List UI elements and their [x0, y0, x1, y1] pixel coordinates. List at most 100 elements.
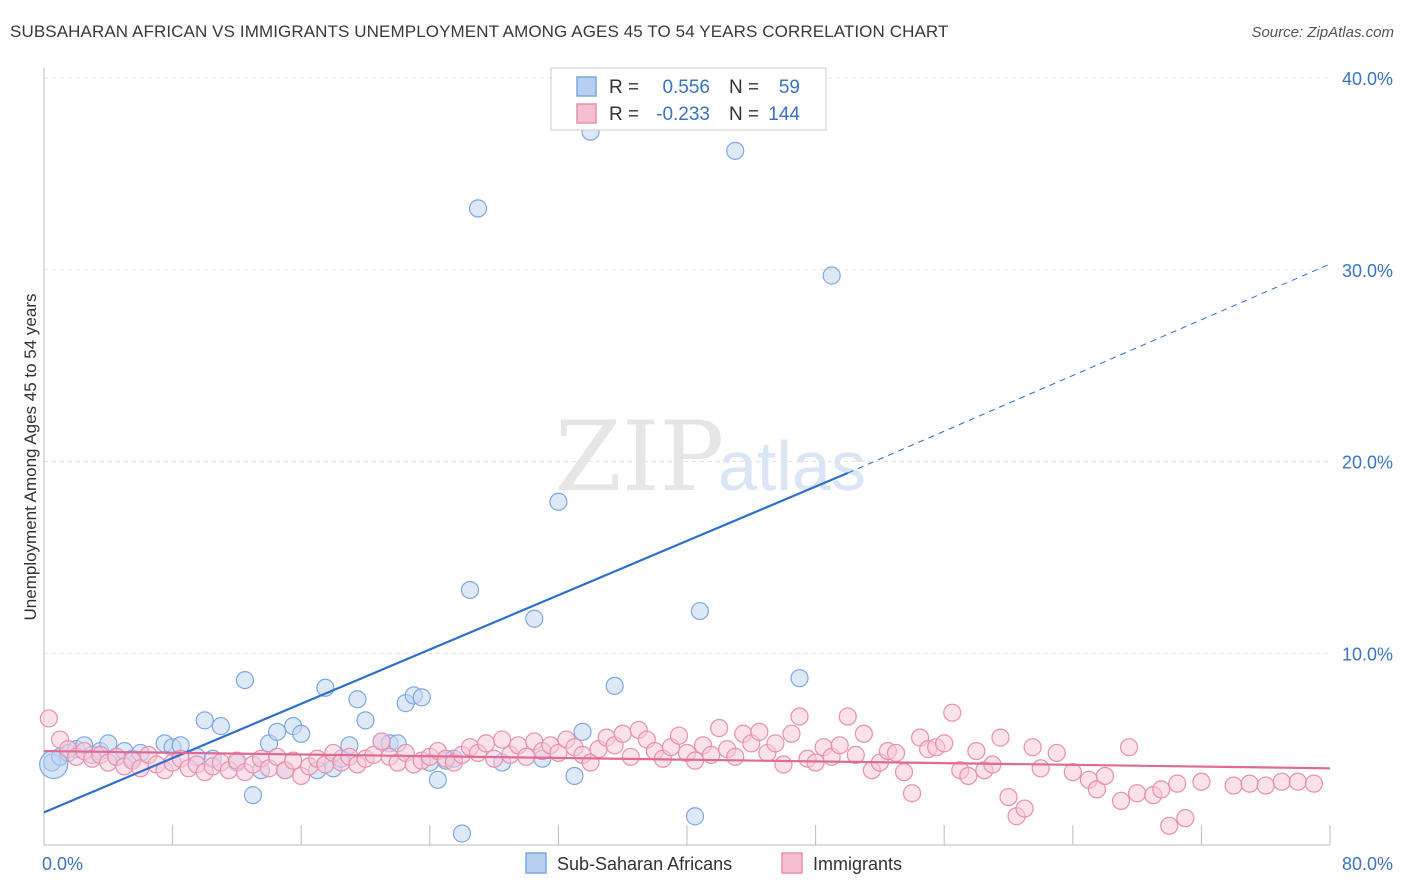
- point-immigrants: [838, 707, 857, 726]
- point-immigrants: [621, 747, 640, 766]
- point-sub-saharan: [468, 199, 488, 218]
- point-sub-saharan: [356, 711, 375, 730]
- point-immigrants: [1047, 743, 1066, 763]
- point-immigrants: [902, 784, 922, 803]
- point-immigrants: [1304, 774, 1324, 793]
- chart-title: SUBSAHARAN AFRICAN VS IMMIGRANTS UNEMPLO…: [10, 22, 949, 41]
- point-immigrants: [774, 755, 793, 774]
- point-immigrants: [1095, 766, 1115, 786]
- point-sub-saharan: [690, 601, 709, 621]
- point-sub-saharan: [195, 711, 214, 730]
- point-sub-saharan: [460, 580, 480, 600]
- y-tick-label: 30.0%: [1342, 261, 1393, 281]
- point-immigrants: [1168, 774, 1187, 793]
- point-immigrants: [284, 751, 303, 770]
- x-tick-label: 80.0%: [1342, 854, 1393, 874]
- point-immigrants: [894, 763, 914, 782]
- point-immigrants: [782, 724, 801, 743]
- legend-box: R = 0.556 N = 59 R = -0.233 N = 144: [550, 67, 827, 131]
- point-sub-saharan: [549, 492, 568, 511]
- point-immigrants: [1240, 774, 1259, 793]
- watermark-zip: ZIP: [555, 401, 724, 513]
- point-immigrants: [1192, 772, 1211, 791]
- point-immigrants: [750, 722, 769, 741]
- trend-line-sub-saharan-extension: [847, 263, 1331, 474]
- point-sub-saharan: [685, 807, 705, 826]
- point-immigrants: [999, 787, 1018, 807]
- point-sub-saharan: [348, 690, 367, 709]
- tick-labels: 10.0% 20.0% 30.0% 40.0% 0.0% 80.0%: [42, 69, 1393, 874]
- point-immigrants: [485, 749, 504, 768]
- point-sub-saharan: [573, 722, 592, 741]
- point-immigrants: [1288, 772, 1307, 791]
- point-immigrants: [726, 747, 745, 766]
- point-immigrants: [854, 724, 873, 743]
- point-immigrants: [943, 703, 962, 722]
- point-immigrants: [1031, 759, 1050, 778]
- point-immigrants: [1087, 780, 1107, 799]
- y-axis-label: Unemployment Among Ages 45 to 54 years: [21, 294, 40, 621]
- point-immigrants: [790, 707, 809, 726]
- bottom-legend-swatch-immigrants: [781, 852, 803, 874]
- point-immigrants: [886, 743, 906, 763]
- legend-n-value-0: 59: [779, 77, 800, 98]
- point-sub-saharan: [243, 786, 263, 805]
- point-immigrants: [1176, 809, 1195, 828]
- point-sub-saharan: [525, 609, 544, 628]
- point-immigrants: [830, 736, 849, 755]
- point-immigrants: [1160, 816, 1179, 835]
- point-immigrants: [1256, 776, 1275, 795]
- bottom-legend: Sub-Saharan Africans Immigrants: [525, 852, 902, 874]
- legend-r-value-0: 0.556: [662, 77, 710, 98]
- point-sub-saharan: [267, 722, 287, 741]
- bottom-legend-label-sub-saharan: Sub-Saharan Africans: [557, 854, 732, 874]
- legend-n-label-0: N =: [729, 77, 759, 98]
- point-sub-saharan: [412, 688, 431, 707]
- point-immigrants: [1127, 784, 1147, 803]
- legend-n-value-1: 144: [768, 104, 800, 125]
- grid: [44, 77, 1330, 654]
- bottom-legend-label-immigrants: Immigrants: [813, 854, 902, 874]
- point-sub-saharan: [726, 141, 745, 160]
- trend-line-immigrants: [43, 749, 1331, 770]
- point-immigrants: [1023, 738, 1042, 757]
- watermark-atlas: atlas: [718, 427, 866, 505]
- legend-r-value-1: -0.233: [656, 104, 710, 125]
- point-immigrants: [1119, 738, 1139, 757]
- point-immigrants: [1015, 799, 1034, 818]
- y-tick-label: 20.0%: [1342, 453, 1393, 473]
- legend-r-label-0: R =: [609, 77, 639, 98]
- trend-lines: [43, 263, 1331, 814]
- chart-source: Source: ZipAtlas.com: [1251, 24, 1394, 41]
- point-immigrants: [1224, 776, 1243, 795]
- point-immigrants: [1152, 780, 1171, 799]
- point-immigrants: [493, 730, 512, 749]
- y-tick-label: 10.0%: [1342, 644, 1393, 664]
- point-immigrants: [766, 734, 785, 753]
- watermark: ZIP atlas: [555, 401, 866, 513]
- point-sub-saharan: [235, 670, 255, 690]
- legend-swatch-immigrants: [576, 103, 597, 124]
- point-immigrants: [39, 709, 58, 728]
- point-immigrants: [669, 726, 689, 745]
- point-immigrants: [1063, 763, 1082, 782]
- legend-swatch-sub-saharan: [576, 76, 597, 97]
- bottom-legend-swatch-sub-saharan: [525, 852, 547, 874]
- point-sub-saharan: [605, 676, 624, 695]
- point-sub-saharan: [292, 724, 311, 743]
- legend-r-label-1: R =: [609, 104, 639, 125]
- point-sub-saharan: [565, 766, 584, 786]
- x-tick-label: 0.0%: [42, 854, 83, 874]
- point-immigrants: [846, 745, 865, 764]
- point-immigrants: [935, 734, 954, 753]
- point-immigrants: [1272, 772, 1291, 791]
- y-tick-label: 40.0%: [1342, 69, 1393, 89]
- point-immigrants: [967, 741, 986, 761]
- point-sub-saharan: [790, 669, 809, 688]
- point-immigrants: [372, 732, 391, 751]
- point-immigrants: [613, 724, 632, 743]
- point-immigrants: [710, 718, 729, 738]
- series-immigrants: [39, 703, 1324, 835]
- point-immigrants: [991, 728, 1010, 747]
